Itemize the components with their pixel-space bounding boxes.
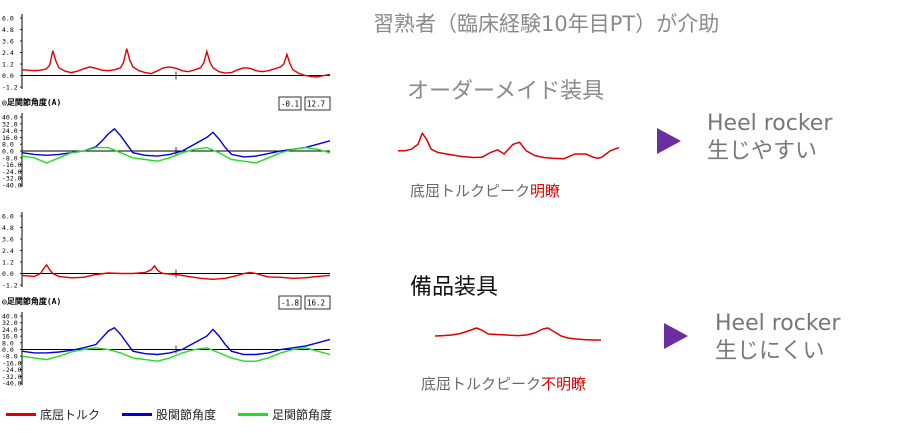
caption-emphasis: 明瞭 [530, 182, 561, 200]
legend-swatch-hip [122, 413, 153, 416]
series-line [21, 48, 331, 78]
series-line [21, 127, 331, 158]
result-custom: Heel rocker 生じやすい [707, 110, 832, 166]
result-line-1: Heel rocker [715, 311, 841, 336]
page-title: 習熟者（臨床経験10年目PT）が介助 [373, 12, 720, 36]
condition-custom-caption: 底屈トルクピーク明瞭 [410, 180, 560, 201]
y-tick-label: 0.0 [2, 72, 14, 80]
y-tick-label: -8.0 [2, 154, 18, 162]
legend-label-ankle: 足関節角度 [272, 408, 333, 422]
panel-bottom-angles: 40.032.024.016.08.00.0-8.0-16.0-24.0-32.… [2, 295, 331, 388]
sketch-standard-curve [434, 327, 601, 341]
readout-value: -0.1 [281, 100, 299, 109]
panel-top-torque: 6.0 4.8 3.6 2.4 1.2 0.0 -1.2 [2, 14, 331, 92]
y-tick-label: 1.2 [2, 259, 14, 267]
readout-box [278, 295, 302, 310]
series-line [21, 347, 331, 362]
y-tick-label: 8.0 [2, 141, 14, 149]
condition-standard-title: 備品装具 [410, 275, 499, 300]
series-line [21, 146, 331, 164]
readout-box [304, 295, 331, 310]
y-tick-label: -1.2 [2, 84, 18, 92]
y-tick-label: -1.2 [2, 282, 18, 290]
series-line [21, 326, 331, 356]
readout-value: 12.7 [307, 100, 325, 109]
y-tick-label: 6.0 [2, 15, 14, 23]
y-tick-label: 24.0 [2, 326, 18, 334]
y-tick-label: -32.0 [2, 373, 22, 381]
y-tick-label: 16.0 [2, 134, 18, 142]
arrow-triangle-icon [664, 323, 688, 349]
result-line-1: Heel rocker [707, 111, 833, 136]
y-tick-label: -8.0 [2, 353, 18, 361]
sketch-custom-curve [398, 132, 620, 160]
panel-label: ◎足関節角度(A) [2, 296, 61, 306]
y-tick-label: -16.0 [2, 161, 22, 169]
y-tick-label: 6.0 [2, 213, 14, 221]
y-tick-label: 0.0 [2, 148, 14, 156]
sketch-line [398, 132, 620, 160]
result-line-2: 生じやすい [707, 139, 818, 164]
arrow-triangle-icon [657, 128, 681, 154]
caption-prefix: 底屈トルクピーク [410, 182, 531, 200]
y-tick-label: 32.0 [2, 120, 18, 128]
y-tick-label: -40.0 [2, 380, 22, 388]
y-tick-label: -24.0 [2, 366, 22, 374]
y-tick-label: 40.0 [2, 313, 18, 321]
condition-custom-title: オーダーメイド装具 [407, 79, 605, 104]
panel-bottom-torque: 6.0 4.8 3.6 2.4 1.2 0.0 -1.2 [2, 212, 331, 290]
readout-value: -1.8 [281, 299, 300, 308]
y-tick-label: 32.0 [2, 319, 18, 327]
legend-label-hip: 股関節角度 [156, 408, 217, 422]
chart-legend: 底屈トルク 股関節角度 足関節角度 [6, 406, 332, 423]
y-tick-label: 4.8 [2, 26, 14, 34]
panel-top-angles: 40.032.024.016.08.00.0-8.0-16.0-24.0-32.… [2, 96, 331, 190]
legend-label-torque: 底屈トルク [40, 408, 101, 422]
readout-value: 16.2 [307, 299, 325, 308]
caption-emphasis: 不明瞭 [541, 375, 587, 393]
y-tick-label: 3.6 [2, 38, 14, 46]
gait-chart-panels: 6.04.83.62.41.20.0-1.2 40.032.024.016.08… [2, 14, 331, 388]
result-line-2: 生じにくい [715, 339, 825, 364]
y-tick-label: 1.2 [2, 61, 14, 69]
y-tick-label: 4.8 [2, 224, 14, 232]
y-tick-label: -24.0 [2, 168, 22, 176]
y-tick-label: 40.0 [2, 114, 18, 122]
y-tick-label: -32.0 [2, 175, 22, 183]
result-standard: Heel rocker 生じにくい [715, 310, 840, 366]
y-tick-label: 3.6 [2, 236, 14, 244]
readout-box [304, 96, 331, 111]
legend-swatch-ankle [238, 413, 269, 416]
y-tick-label: 2.4 [2, 247, 14, 255]
caption-prefix: 底屈トルクピーク [421, 375, 542, 393]
y-tick-label: -16.0 [2, 359, 22, 367]
readout-box [278, 96, 302, 111]
y-tick-label: 8.0 [2, 339, 14, 347]
legend-swatch-torque [6, 413, 36, 416]
condition-standard-caption: 底屈トルクピーク不明瞭 [421, 373, 586, 394]
sketch-line [434, 327, 601, 341]
y-tick-label: -40.0 [2, 182, 22, 190]
y-tick-label: 24.0 [2, 127, 18, 135]
panel-label: ◎足関節角度(A) [2, 97, 61, 107]
y-tick-label: 0.0 [2, 346, 14, 354]
y-tick-label: 0.0 [2, 270, 14, 278]
y-tick-label: 16.0 [2, 333, 18, 341]
y-tick-label: 2.4 [2, 49, 14, 57]
series-line [21, 263, 331, 281]
